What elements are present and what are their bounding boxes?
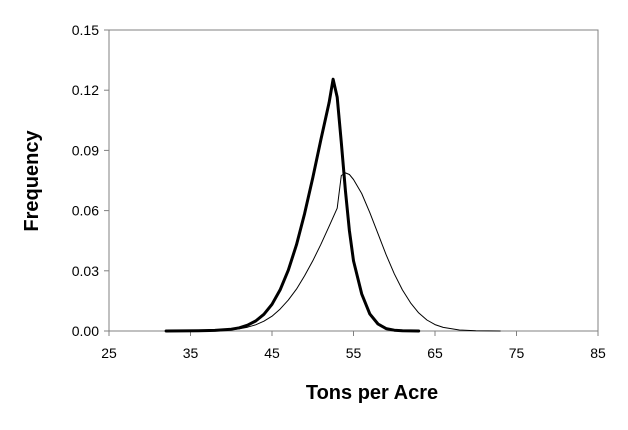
plot-frame bbox=[108, 29, 599, 332]
plot-area bbox=[108, 29, 599, 332]
y-tick-label: 0.03 bbox=[72, 263, 99, 279]
x-axis-title: Tons per Acre bbox=[306, 382, 438, 404]
y-axis-ticks: 0.00 0.03 0.06 0.09 0.12 0.15 bbox=[72, 22, 109, 339]
series-line-thick bbox=[164, 77, 421, 333]
y-tick-label: 0.09 bbox=[72, 142, 99, 158]
y-tick-label: 0.06 bbox=[72, 203, 99, 219]
x-tick-label: 55 bbox=[346, 345, 362, 361]
y-tick-label: 0.12 bbox=[72, 82, 99, 98]
x-tick-label: 65 bbox=[427, 345, 443, 361]
y-tick-label: 0.15 bbox=[72, 22, 99, 38]
series-line-thin bbox=[198, 172, 501, 332]
y-axis-title: Frequency bbox=[21, 130, 43, 232]
series-layer bbox=[164, 77, 501, 333]
x-axis-ticks: 25 35 45 55 65 75 85 bbox=[101, 331, 606, 361]
x-tick-label: 45 bbox=[264, 345, 280, 361]
y-tick-label: 0.00 bbox=[72, 323, 99, 339]
x-tick-label: 75 bbox=[509, 345, 525, 361]
x-tick-label: 85 bbox=[590, 345, 606, 361]
x-tick-label: 25 bbox=[101, 345, 117, 361]
x-tick-label: 35 bbox=[183, 345, 199, 361]
